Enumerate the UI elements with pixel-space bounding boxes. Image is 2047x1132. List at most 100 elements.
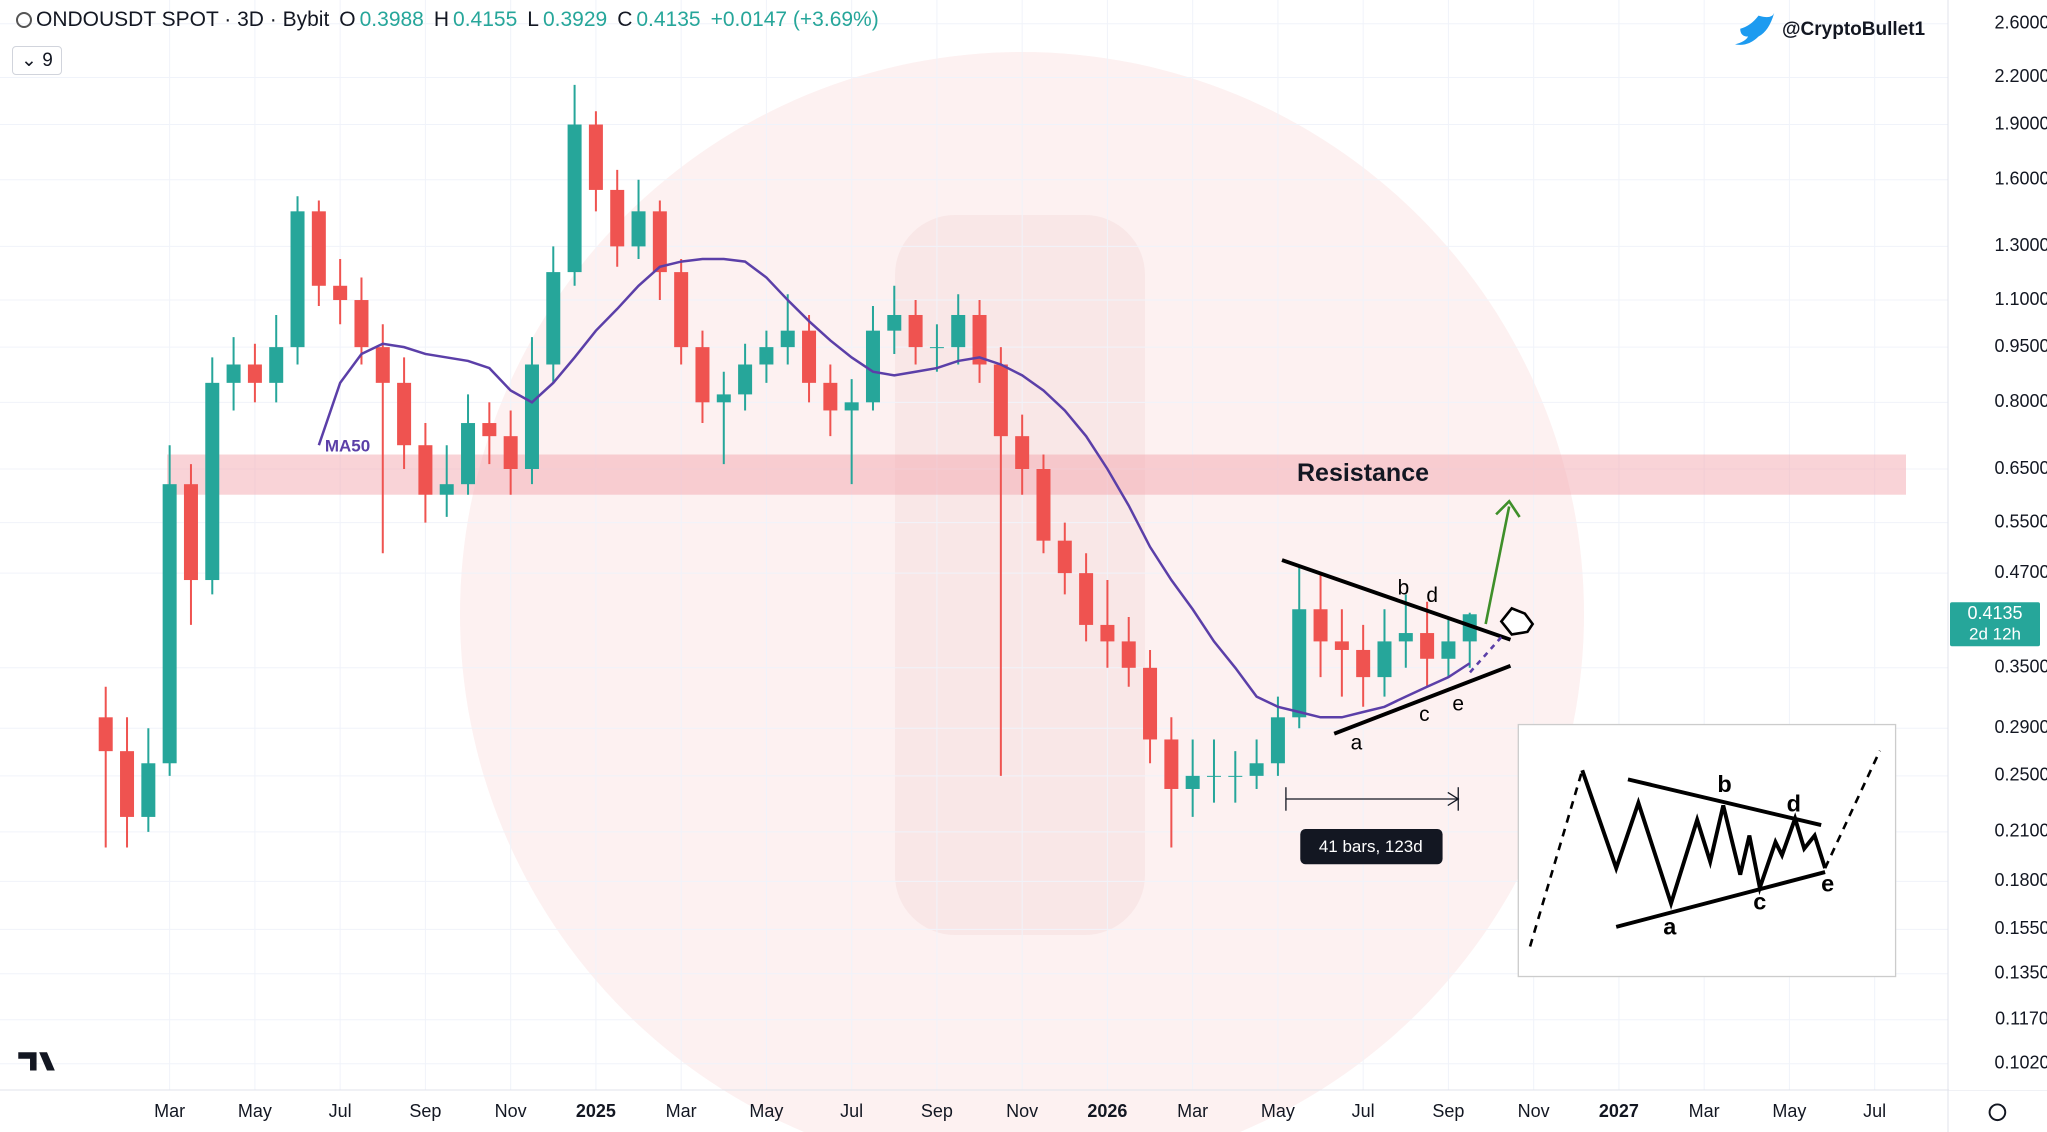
triangle-upper [1281, 558, 1512, 642]
y-tick-label: 2.2000 [1994, 66, 2047, 86]
candle-body [1143, 667, 1158, 740]
x-tick-label: Jul [329, 1101, 352, 1121]
inset-lower [1615, 870, 1826, 929]
x-tick-label: Mar [666, 1101, 697, 1121]
symbol-title: ONDOUSDT SPOT · 3D · Bybit [36, 8, 330, 31]
symbol-icon [16, 12, 32, 28]
y-tick-label: 0.3500 [1994, 657, 2047, 677]
candle-body [652, 211, 667, 273]
y-tick-label: 1.3000 [1994, 235, 2047, 255]
y-tick-label: 0.4700 [1994, 562, 2047, 582]
candle-body [98, 717, 113, 752]
price-tag [1950, 602, 2040, 647]
candle-body [1270, 717, 1285, 764]
candle-body [865, 330, 880, 403]
x-tick-label: May [1772, 1101, 1806, 1121]
candle-body [183, 484, 198, 581]
candle-body [461, 423, 476, 485]
candle-body [546, 272, 561, 365]
y-tick-label: 0.2500 [1994, 765, 2047, 785]
candle-body [887, 314, 902, 331]
triangle-lower [1333, 663, 1512, 736]
candle-body [141, 763, 156, 817]
candle-body [1121, 641, 1136, 668]
candle-body [1313, 609, 1328, 642]
candle-body [1462, 614, 1477, 642]
inset-label: e [1821, 870, 1834, 896]
ohlc-label: H [433, 8, 450, 31]
price-axis-bg [1949, 0, 2047, 1090]
breakout-arrow [1484, 506, 1511, 625]
wave-label: c [1419, 703, 1429, 726]
inset-upper [1627, 777, 1822, 827]
candle-body [439, 484, 454, 495]
inset-zigzag [1580, 769, 1827, 910]
x-tick-label: Nov [495, 1101, 527, 1121]
candle-body [1079, 573, 1094, 625]
watermark-logo [895, 215, 1145, 935]
candle-body [972, 314, 987, 365]
x-tick-label: Jul [1863, 1101, 1886, 1121]
inset-label: a [1663, 913, 1677, 939]
candle-body [1356, 649, 1371, 678]
tv-logo [18, 1052, 55, 1071]
x-tick-label: Mar [154, 1101, 185, 1121]
candle-body [418, 445, 433, 495]
candle-body [588, 124, 603, 190]
x-tick-label: 2026 [1087, 1101, 1127, 1121]
x-tick-label: 2025 [576, 1101, 616, 1121]
candle-body [716, 394, 731, 403]
candle-body [397, 382, 412, 446]
twitter-icon [1735, 13, 1775, 45]
y-tick-label: 0.1550 [1994, 918, 2047, 938]
candle-body [503, 436, 518, 470]
ohlc-value: 0.3988 [359, 8, 424, 31]
candle-body [908, 314, 923, 348]
candle-body [162, 484, 177, 764]
inset-label: d [1787, 791, 1801, 817]
indicator-toggle[interactable]: ⌄ 9 [12, 46, 62, 75]
candle-body [1420, 633, 1435, 659]
y-tick-label: 0.5500 [1994, 511, 2047, 531]
candle-body [759, 347, 774, 365]
hand-icon [1499, 606, 1535, 636]
candle-body [1164, 739, 1179, 789]
ohlc-label: C [617, 8, 633, 31]
y-tick-label: 0.6500 [1994, 458, 2047, 478]
settings-icon[interactable] [1988, 1103, 2007, 1122]
x-tick-label: Sep [1432, 1101, 1464, 1121]
x-tick-label: Sep [921, 1101, 953, 1121]
inset-label: b [1717, 771, 1731, 797]
candle-body [1334, 641, 1349, 650]
wave-label: d [1426, 584, 1438, 607]
x-tick-label: May [1261, 1101, 1295, 1121]
ohlc-label: L [527, 8, 539, 31]
y-tick-label: 0.2900 [1994, 717, 2047, 737]
candle-body [205, 382, 220, 581]
candle-body [354, 300, 369, 348]
candle-body [1398, 633, 1413, 642]
candle-body [631, 211, 646, 247]
candle-body [524, 364, 539, 470]
y-tick-label: 1.9000 [1994, 113, 2047, 133]
resistance-label: Resistance [1297, 459, 1429, 487]
candle-body [1292, 609, 1307, 718]
y-tick-label: 0.1350 [1994, 963, 2047, 983]
candle-body [610, 189, 625, 247]
candle-body [1206, 775, 1221, 777]
measure-arrow [1447, 791, 1460, 807]
candle-body [1228, 775, 1243, 777]
header: ONDOUSDT SPOT · 3D · Bybit O 0.3988 H 0.41… [16, 8, 879, 32]
axes: 2.6000 2.2000 1.9000 1.6000 1.3000 1.1000 0.95… [154, 0, 2047, 1121]
candle-body [1185, 775, 1200, 789]
x-tick-label: Mar [1689, 1101, 1720, 1121]
candle-body [269, 347, 284, 383]
candle-body [226, 364, 241, 383]
y-tick-label: 0.9500 [1994, 336, 2047, 356]
measure-text: 41 bars, 123d [1319, 837, 1423, 856]
inset-label: c [1753, 889, 1766, 915]
countdown: 2d 12h [1969, 625, 2021, 644]
candle-body [311, 211, 326, 286]
author: @CryptoBullet1 [1782, 19, 1926, 40]
